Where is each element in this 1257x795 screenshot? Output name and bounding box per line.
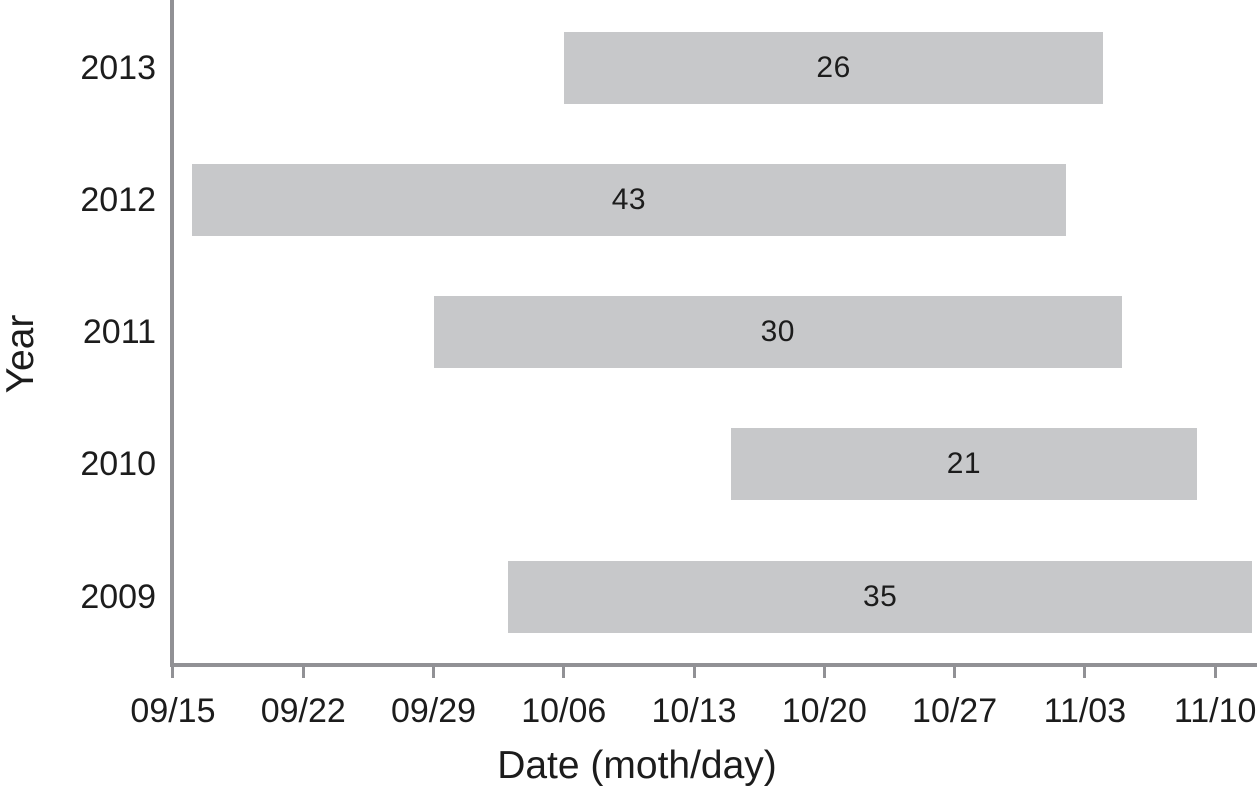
x-tick-mark: [301, 667, 305, 678]
bar-value-label: 21: [946, 447, 982, 481]
x-tick-mark: [1213, 667, 1217, 678]
y-axis-title: Year: [0, 314, 42, 394]
bar-value-label: 26: [816, 50, 851, 84]
x-tick-mark: [822, 667, 826, 678]
x-tick-mark: [953, 667, 957, 678]
x-tick-label-09/22: 09/22: [260, 692, 346, 730]
x-tick-label-09/15: 09/15: [130, 692, 216, 730]
plot-area: 26 43 30 21 35: [170, 0, 1257, 667]
bar-2009: 35: [507, 560, 1253, 633]
y-tick-label-2009: 2009: [80, 577, 156, 616]
x-tick-label-09/29: 09/29: [390, 692, 477, 730]
bar-value-label: 35: [862, 579, 898, 613]
x-tick-label-10/20: 10/20: [781, 692, 867, 730]
x-tick-mark: [171, 667, 175, 678]
bar-value-label: 30: [760, 315, 795, 349]
y-tick-label-2013: 2013: [80, 48, 156, 87]
x-tick-label-11/10: 11/10: [1173, 692, 1257, 730]
x-tick-mark: [432, 667, 435, 678]
x-tick-mark: [562, 667, 566, 678]
y-tick-label-2012: 2012: [80, 180, 156, 219]
y-tick-label-2011: 2011: [82, 313, 156, 352]
x-tick-label-10/27: 10/27: [912, 692, 998, 730]
bar-value-label: 43: [611, 182, 647, 216]
x-tick-label-10/13: 10/13: [651, 692, 737, 730]
bar-2010: 21: [731, 428, 1197, 501]
bar-2012: 43: [191, 163, 1067, 236]
x-tick-mark: [692, 667, 696, 678]
y-tick-label-2010: 2010: [80, 445, 156, 484]
x-axis-title: Date (moth/day): [497, 744, 777, 787]
x-axis-line: [170, 663, 1257, 667]
x-tick-label-11/03: 11/03: [1043, 692, 1127, 730]
x-tick-mark: [1083, 667, 1087, 678]
bar-2011: 30: [433, 296, 1123, 369]
x-tick-label-10/06: 10/06: [521, 692, 607, 730]
y-axis-line: [170, 0, 174, 667]
bar-2013: 26: [563, 31, 1104, 104]
